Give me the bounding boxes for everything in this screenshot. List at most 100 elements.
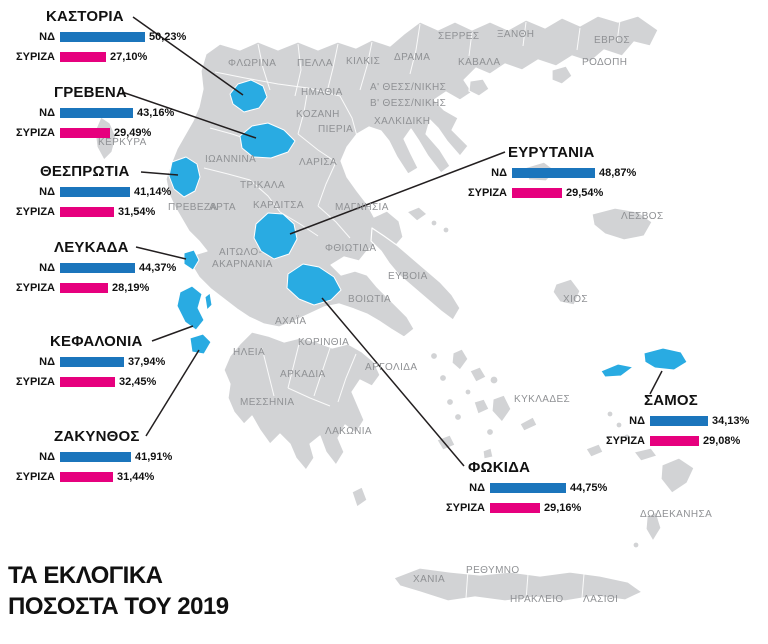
region-peloponnese — [223, 331, 381, 471]
region-samos-highlight — [643, 347, 688, 371]
nd-row: ΝΔ 43,16% — [8, 105, 174, 120]
region-zakynthos-highlight — [189, 333, 212, 355]
nd-bar — [60, 356, 124, 367]
syriza-percentage: 27,10% — [110, 50, 148, 63]
map-label: ΗΡΑΚΛΕΙΟ — [510, 594, 564, 605]
syriza-label: ΣΥΡΙΖΑ — [16, 126, 55, 139]
nd-label: ΝΔ — [39, 106, 55, 119]
syriza-percentage: 29,08% — [703, 434, 741, 447]
region-kastoria-highlight — [229, 79, 268, 113]
region-name: ΛΕΥΚΑΔΑ — [54, 239, 129, 256]
map-label: ΒΟΙΩΤΙΑ — [348, 294, 392, 305]
syriza-bar — [60, 376, 115, 387]
island-kasos — [632, 541, 640, 549]
nd-bar — [60, 107, 133, 118]
island-patmos — [606, 410, 614, 418]
map-label: ΠΕΛΛΑ — [297, 58, 333, 69]
syriza-label: ΣΥΡΙΖΑ — [446, 501, 485, 514]
map-label: ΔΡΑΜΑ — [394, 52, 431, 63]
map-label: ΦΛΩΡΙΝΑ — [228, 58, 277, 69]
syriza-label: ΣΥΡΙΖΑ — [16, 50, 55, 63]
nd-bar — [60, 262, 135, 273]
region-evrytania-highlight — [253, 212, 298, 260]
island-crete — [393, 567, 643, 602]
syriza-bar — [490, 502, 540, 513]
map-label: ΗΜΑΘΙΑ — [301, 87, 343, 98]
island-paros — [473, 398, 490, 415]
nd-label: ΝΔ — [491, 166, 507, 179]
island-skopelos — [430, 219, 438, 227]
callout-line-thesprotia — [140, 171, 179, 176]
island-leros — [615, 421, 623, 429]
callout-kastoria: ΚΑΣΤΟΡΙΑ ΝΔ 50,23% ΣΥΡΙΖΑ 27,10% — [8, 8, 186, 69]
map-label: ΙΩΑΝΝΙΝΑ — [205, 154, 257, 165]
prefecture-borders — [203, 19, 621, 601]
island-skiathos — [406, 206, 428, 222]
syriza-row: ΣΥΡΙΖΑ 29,49% — [8, 125, 174, 140]
map-label: ΛΑΚΩΝΙΑ — [325, 426, 372, 437]
island-mykonos — [489, 375, 499, 385]
region-mainland — [165, 15, 659, 338]
callout-thesprotia: ΘΕΣΠΡΩΤΙΑ ΝΔ 41,14% ΣΥΡΙΖΑ 31,54% — [8, 163, 171, 224]
map-label: ΕΒΡΟΣ — [594, 35, 630, 46]
syriza-percentage: 32,45% — [119, 375, 157, 388]
syriza-percentage: 31,44% — [117, 470, 155, 483]
callout-kefalonia: ΚΕΦΑΛΟΝΙΑ ΝΔ 37,94% ΣΥΡΙΖΑ 32,45% — [8, 333, 165, 394]
syriza-label: ΣΥΡΙΖΑ — [16, 375, 55, 388]
callout-evrytania: ΕΥΡΥΤΑΝΙΑ ΝΔ 48,87% ΣΥΡΙΖΑ 29,54% — [460, 144, 636, 205]
nd-label: ΝΔ — [39, 30, 55, 43]
syriza-row: ΣΥΡΙΖΑ 28,19% — [8, 280, 176, 295]
island-rhodes — [660, 457, 695, 494]
island-sifnos — [453, 412, 463, 422]
nd-bar — [512, 167, 595, 178]
island-chios — [552, 278, 581, 306]
nd-row: ΝΔ 37,94% — [8, 354, 165, 369]
island-samothraki — [551, 65, 573, 85]
syriza-row: ΣΥΡΙΖΑ 31,44% — [8, 469, 172, 484]
region-ikaria-highlight — [600, 363, 634, 378]
page-title: ΤΑ ΕΚΛΟΓΙΚΑ ΠΟΣΟΣΤΑ ΤΟΥ 2019 — [8, 560, 229, 622]
map-label: ΣΕΡΡΕΣ — [438, 31, 480, 42]
callout-line-samos — [649, 370, 663, 395]
region-lefkada-highlight — [183, 249, 200, 271]
syriza-percentage: 29,16% — [544, 501, 582, 514]
map-label: ΚΟΡΙΝΘΙΑ — [298, 337, 350, 348]
syriza-bar — [60, 127, 110, 138]
region-grevena-highlight — [239, 122, 296, 159]
island-ios — [485, 427, 495, 437]
map-label: ΠΙΕΡΙΑ — [318, 124, 354, 135]
map-label: ΚΕΡΚΥΡΑ — [98, 137, 147, 148]
callout-line-fokida — [321, 297, 465, 467]
island-kalymnos — [623, 433, 631, 441]
map-label: ΑΚΑΡΝΑΝΙΑ — [212, 259, 273, 270]
callout-fokida: ΦΩΚΙΔΑ ΝΔ 44,75% ΣΥΡΙΖΑ 29,16% — [438, 459, 607, 520]
map-label: ΛΑΣΙΘΙ — [583, 594, 619, 605]
nd-label: ΝΔ — [629, 414, 645, 427]
map-label: ΚΑΡΔΙΤΣΑ — [253, 200, 304, 211]
syriza-percentage: 29,54% — [566, 186, 604, 199]
callout-line-lefkada — [135, 246, 187, 260]
map-label: ΧΙΟΣ — [563, 294, 589, 305]
nd-percentage: 41,14% — [134, 185, 172, 198]
nd-row: ΝΔ 44,75% — [438, 480, 607, 495]
region-name: ΓΡΕΒΕΝΑ — [54, 84, 127, 101]
region-name: ΚΑΣΤΟΡΙΑ — [46, 8, 124, 25]
syriza-row: ΣΥΡΙΖΑ 29,08% — [598, 433, 749, 448]
nd-label: ΝΔ — [39, 355, 55, 368]
island-thasos — [468, 78, 490, 97]
nd-label: ΝΔ — [39, 261, 55, 274]
map-label: ΛΕΣΒΟΣ — [621, 211, 664, 222]
map-label: ΧΑΝΙΑ — [413, 574, 446, 585]
syriza-row: ΣΥΡΙΖΑ 29,54% — [460, 185, 636, 200]
island-tinos — [469, 366, 487, 383]
syriza-label: ΣΥΡΙΖΑ — [606, 434, 645, 447]
syriza-bar — [60, 471, 113, 482]
region-name: ΖΑΚΥΝΘΟΣ — [54, 428, 140, 445]
syriza-label: ΣΥΡΙΖΑ — [468, 186, 507, 199]
nd-bar — [60, 186, 130, 197]
nd-bar — [650, 415, 708, 426]
syriza-bar — [512, 187, 562, 198]
map-label: ΚΥΚΛΑΔΕΣ — [514, 394, 571, 405]
nd-row: ΝΔ 41,14% — [8, 184, 171, 199]
